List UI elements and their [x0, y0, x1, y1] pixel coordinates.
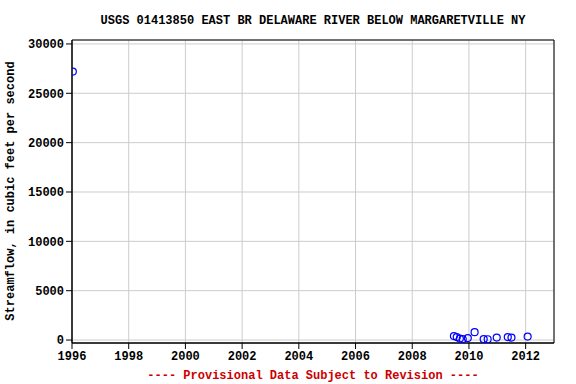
svg-text:2012: 2012	[511, 350, 540, 364]
svg-text:1998: 1998	[114, 350, 143, 364]
svg-text:Streamflow, in cubic feet per: Streamflow, in cubic feet per second	[8, 61, 18, 320]
svg-text:25000: 25000	[28, 88, 64, 102]
svg-text:---- Provisional Data Subject: ---- Provisional Data Subject to Revisio…	[147, 369, 478, 383]
svg-text:20000: 20000	[28, 137, 64, 151]
svg-text:10000: 10000	[28, 236, 64, 250]
svg-text:USGS 01413850 EAST BR DELAWARE: USGS 01413850 EAST BR DELAWARE RIVER BEL…	[101, 14, 527, 28]
svg-text:2000: 2000	[171, 350, 200, 364]
svg-text:30000: 30000	[28, 38, 64, 52]
svg-text:2006: 2006	[341, 350, 370, 364]
svg-text:2002: 2002	[228, 350, 257, 364]
svg-text:2004: 2004	[284, 350, 313, 364]
svg-text:2008: 2008	[398, 350, 427, 364]
svg-text:1996: 1996	[58, 350, 87, 364]
svg-text:0: 0	[57, 334, 64, 348]
svg-text:2010: 2010	[455, 350, 484, 364]
svg-text:15000: 15000	[28, 186, 64, 200]
svg-text:5000: 5000	[35, 285, 64, 299]
